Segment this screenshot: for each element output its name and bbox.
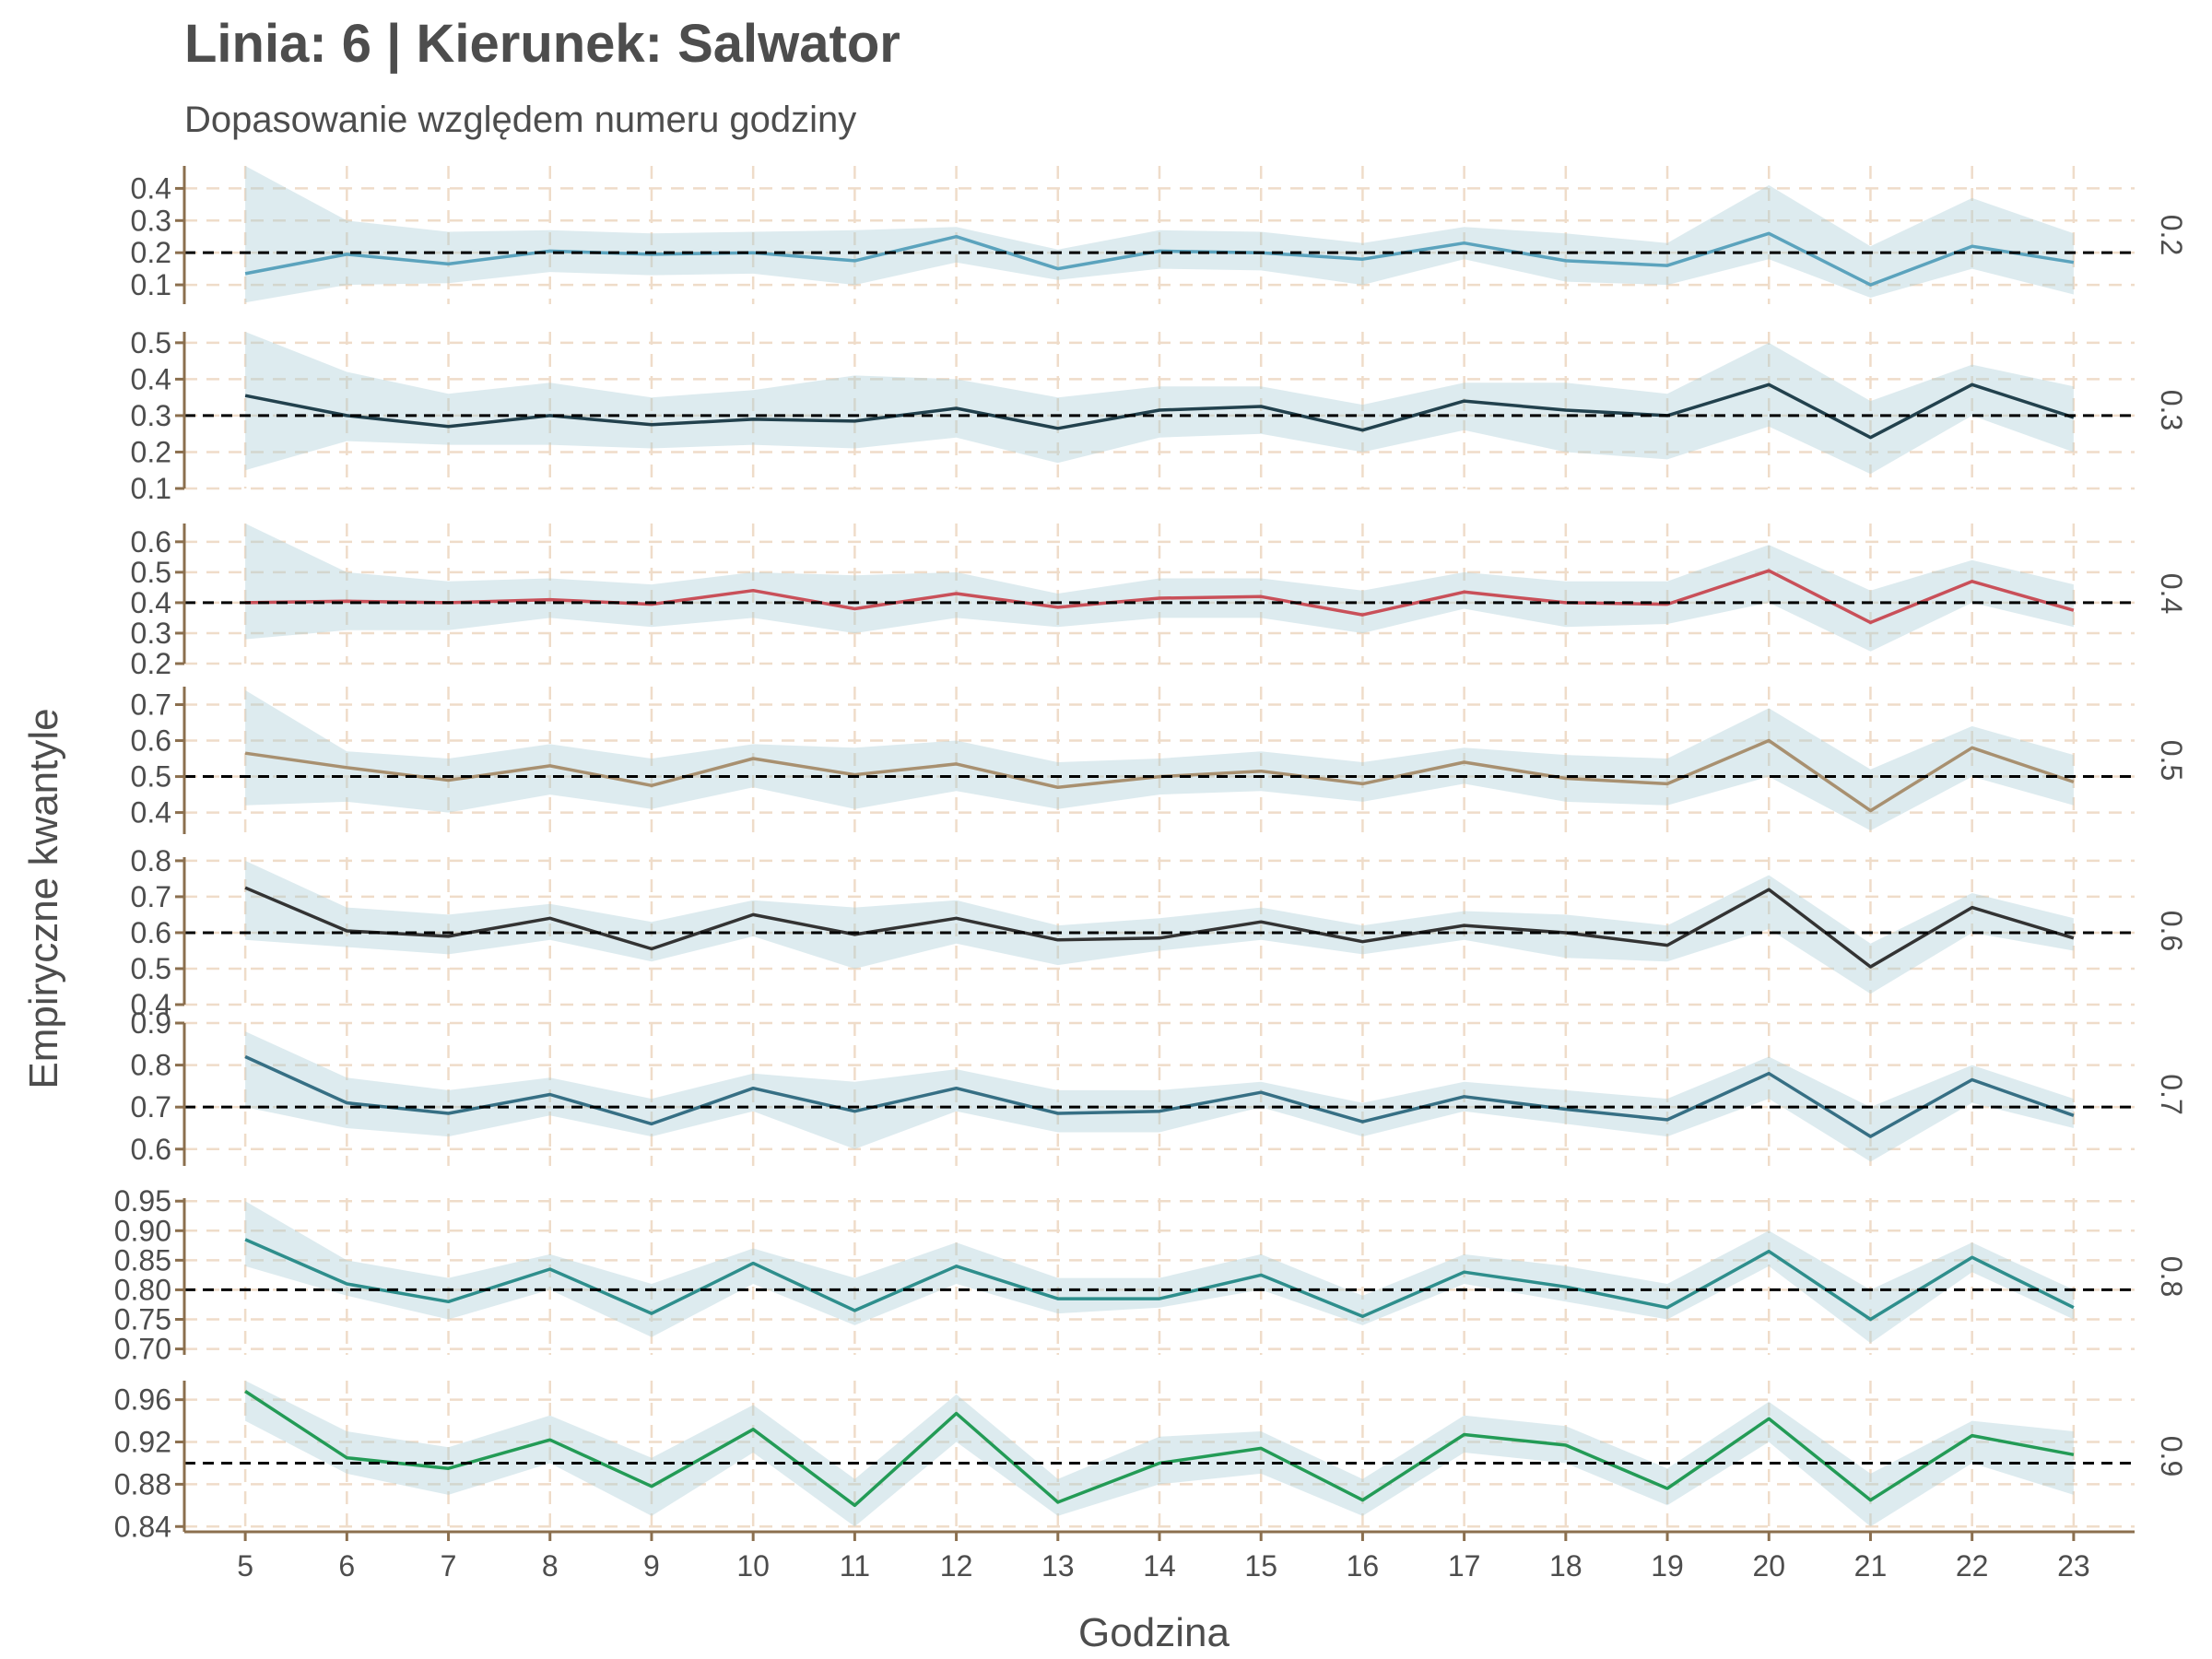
x-tick-label: 6 <box>338 1549 355 1583</box>
x-tick-label: 7 <box>441 1549 457 1583</box>
quantile-line <box>244 382 2075 440</box>
y-tick-label: 0.75 <box>114 1303 171 1336</box>
confidence-band <box>245 524 2074 652</box>
x-tick-label: 5 <box>237 1549 253 1583</box>
confidence-band <box>245 1381 2074 1527</box>
panel-0.5: 0.40.50.60.70.5 <box>131 687 2188 834</box>
y-tick-label: 0.90 <box>114 1214 171 1247</box>
y-tick-label: 0.4 <box>131 988 171 1021</box>
quantile-line <box>245 569 2075 625</box>
confidence-band <box>245 689 2074 831</box>
y-tick-label: 0.80 <box>114 1273 171 1306</box>
panel-0.4: 0.20.30.40.50.60.4 <box>131 524 2188 680</box>
y-tick-label: 0.70 <box>114 1333 171 1366</box>
y-tick-label: 0.2 <box>131 435 171 468</box>
y-tick-label: 0.9 <box>131 1006 171 1040</box>
facet-label: 0.9 <box>2155 1436 2188 1477</box>
y-tick-label: 0.3 <box>131 204 171 237</box>
panel-0.2: 0.10.20.30.40.2 <box>131 166 2188 304</box>
quantile-line <box>244 1054 2075 1138</box>
y-tick-label: 0.95 <box>114 1184 171 1218</box>
y-tick-label: 0.6 <box>131 1133 171 1166</box>
x-tick-label: 13 <box>1041 1549 1075 1583</box>
y-tick-label: 0.5 <box>131 556 171 589</box>
confidence-band <box>245 332 2074 475</box>
x-tick-label: 17 <box>1448 1549 1481 1583</box>
x-tick-label: 16 <box>1347 1549 1380 1583</box>
y-tick-label: 0.5 <box>131 326 171 359</box>
y-tick-label: 0.4 <box>131 171 171 205</box>
y-tick-label: 0.4 <box>131 586 171 619</box>
quantile-line <box>244 1238 2075 1322</box>
y-tick-label: 0.6 <box>131 724 171 758</box>
panel-0.7: 0.6 0.7 0.8 0.9 0.7 <box>131 1006 2188 1166</box>
y-tick-label: 0.85 <box>114 1243 171 1277</box>
x-tick-label: 19 <box>1651 1549 1684 1583</box>
y-tick-label: 0.8 <box>131 844 171 877</box>
x-tick-label: 10 <box>736 1549 770 1583</box>
confidence-band <box>245 860 2074 994</box>
y-tick-label: 0.5 <box>131 952 171 985</box>
facet-label: 0.7 <box>2155 1074 2188 1114</box>
y-tick-label: 0.96 <box>114 1383 171 1417</box>
facet-label: 0.5 <box>2155 740 2188 781</box>
x-tick-label: 8 <box>542 1549 559 1583</box>
facet-label: 0.4 <box>2155 573 2188 614</box>
y-tick-label: 0.6 <box>131 916 171 949</box>
x-tick-label: 22 <box>1956 1549 1989 1583</box>
y-tick-label: 0.4 <box>131 362 171 395</box>
y-tick-label: 0.88 <box>114 1467 171 1500</box>
y-tick-label: 0.7 <box>131 880 171 913</box>
x-tick-label: 15 <box>1244 1549 1277 1583</box>
y-tick-label: 0.2 <box>131 236 171 269</box>
confidence-band <box>245 166 2074 303</box>
x-tick-label: 12 <box>940 1549 973 1583</box>
x-tick-label: 18 <box>1549 1549 1583 1583</box>
panel-0.6: 0.40.50.60.70.80.6 <box>131 844 2188 1021</box>
x-tick-label: 20 <box>1752 1549 1785 1583</box>
x-tick-label: 21 <box>1854 1549 1888 1583</box>
y-tick-label: 0.1 <box>131 268 171 301</box>
y-tick-label: 0.84 <box>114 1510 171 1543</box>
panel-0.9: 0.84 0.88 0.92 0.96 0.9 <box>114 1381 2188 1543</box>
chart-subtitle: Dopasowanie względem numeru godziny <box>184 100 856 140</box>
facet-label: 0.8 <box>2155 1256 2188 1297</box>
y-tick-label: 0.7 <box>131 1090 171 1124</box>
confidence-band <box>245 1201 2074 1344</box>
confidence-band <box>245 1031 2074 1162</box>
x-tick-label: 23 <box>2057 1549 2090 1583</box>
panel-0.3: 0.10.20.30.40.50.3 <box>131 326 2188 505</box>
y-tick-label: 0.8 <box>131 1049 171 1082</box>
quantile-line <box>244 1390 2075 1508</box>
y-tick-label: 0.5 <box>131 760 171 794</box>
facet-label: 0.3 <box>2155 390 2188 430</box>
y-tick-label: 0.4 <box>131 796 171 830</box>
facet-label: 0.2 <box>2155 215 2188 255</box>
y-tick-label: 0.3 <box>131 617 171 650</box>
quantile-line <box>244 738 2075 813</box>
facet-label: 0.6 <box>2155 911 2188 951</box>
quantile-line <box>244 231 2075 287</box>
y-tick-label: 0.3 <box>131 399 171 432</box>
x-tick-label: 9 <box>643 1549 660 1583</box>
y-tick-label: 0.92 <box>114 1426 171 1459</box>
chart-title: Linia: 6 | Kierunek: Salwator <box>184 14 900 74</box>
y-tick-label: 0.7 <box>131 688 171 722</box>
panel-0.8: 0.700.750.800.850.900.95 0.8 <box>114 1184 2188 1365</box>
quantile-line <box>244 886 2075 969</box>
y-tick-label: 0.6 <box>131 525 171 559</box>
y-tick-label: 0.1 <box>131 472 171 505</box>
y-axis-title: Empiryczne kwantyle <box>21 708 66 1088</box>
x-tick-label: 11 <box>840 1549 870 1583</box>
facet-panels: 0.10.20.30.40.20.10.20.30.40.50.30.20.30… <box>114 166 2188 1543</box>
y-tick-label: 0.2 <box>131 647 171 680</box>
x-axis-title: Godzina <box>1078 1610 1230 1655</box>
x-axis: 5 6 7 8 9 10 11 12 13 14 15 16 17 18 19 20 21 22 23 <box>184 1530 2135 1583</box>
x-tick-label: 14 <box>1143 1549 1176 1583</box>
